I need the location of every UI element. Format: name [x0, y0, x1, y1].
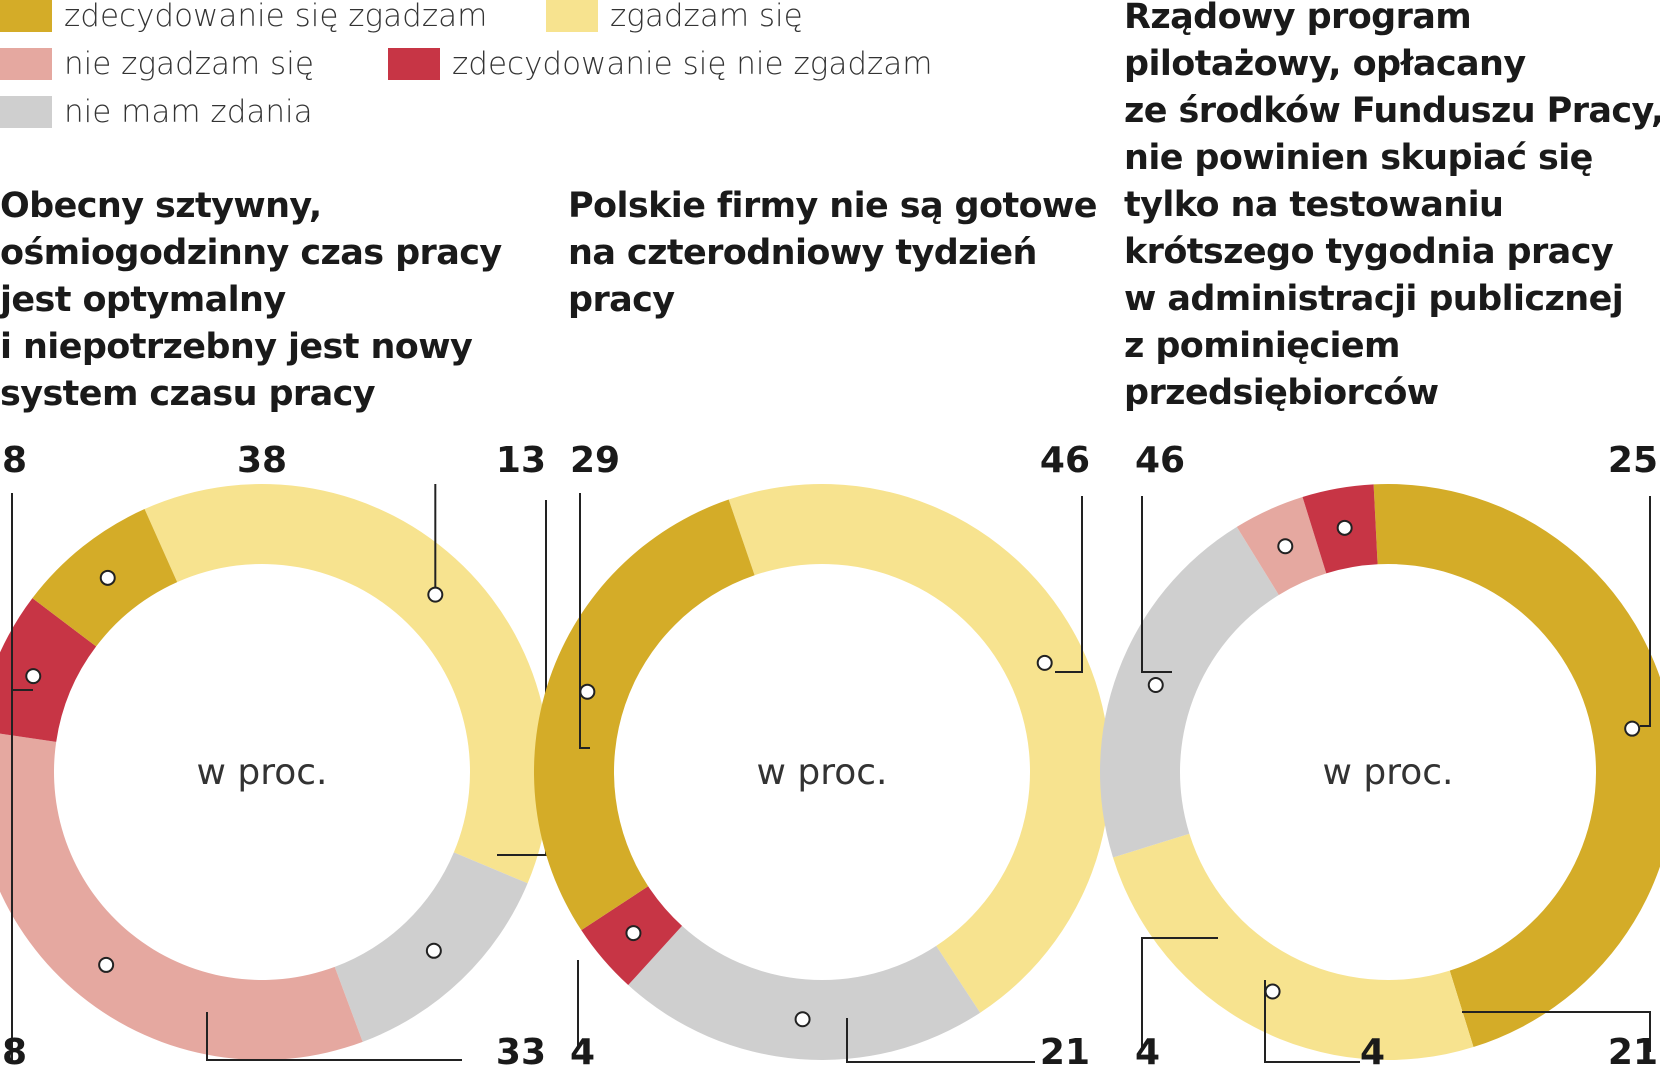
leader-marker [425, 942, 442, 959]
chart-title-line: w administracji publicznej [1124, 279, 1624, 319]
leader-line [206, 1012, 462, 1061]
value-label: 25 [1608, 440, 1658, 481]
legend-label: nie mam zdania [64, 94, 313, 130]
value-label: 33 [496, 1032, 546, 1073]
leader-marker [1264, 983, 1281, 1000]
chart-title-line: ośmiogodzinny czas pracy [0, 233, 502, 273]
leader-line [1141, 937, 1218, 1050]
chart-title-line: nie powinien skupiać się [1124, 138, 1593, 178]
leader-line [1055, 496, 1083, 673]
chart-title-line: jest optymalny [0, 280, 286, 320]
chart-title-line: tylko na testowaniu [1124, 185, 1504, 225]
leader-marker [1036, 654, 1053, 671]
donut-segment [728, 483, 1111, 1013]
leader-marker [98, 956, 115, 973]
leader-line [11, 493, 33, 691]
donut-segment [1100, 526, 1279, 858]
value-label: 21 [1608, 1032, 1658, 1073]
donut-segment [1112, 833, 1474, 1060]
leader-line [579, 493, 590, 749]
legend-label: zgadzam się [610, 0, 803, 34]
center-label: w proc. [756, 752, 887, 793]
chart-title-line: i niepotrzebny jest nowy [0, 327, 473, 367]
legend-label: nie zgadzam się [64, 46, 314, 82]
center-label: w proc. [1322, 752, 1453, 793]
leader-line [1141, 496, 1172, 673]
center-label: w proc. [196, 752, 327, 793]
donut-segment [533, 499, 755, 931]
chart-title-3: Rządowy program pilotażowy, opłacany ze … [1124, 0, 1660, 417]
leader-line [1462, 1011, 1651, 1052]
leader-marker [579, 683, 596, 700]
leader-marker [1624, 720, 1641, 737]
chart-title-line: ze środków Funduszu Pracy, [1124, 91, 1660, 131]
legend-swatch [0, 96, 52, 128]
value-label: 38 [237, 440, 287, 481]
leader-line [497, 500, 547, 856]
legend-swatch [0, 48, 52, 80]
value-label: 8 [2, 1032, 27, 1073]
leader-marker [25, 668, 42, 685]
chart-title-line: pilotażowy, opłacany [1124, 44, 1526, 84]
leader-line [1264, 980, 1360, 1063]
legend-item-no-opinion: nie mam zdania [0, 92, 313, 132]
donut-segment [628, 925, 981, 1060]
donut-segment [0, 733, 363, 1060]
donut-segment [1373, 484, 1660, 1048]
chart-title-line: system czasu pracy [0, 374, 376, 414]
leader-marker [427, 586, 444, 603]
leader-line [1640, 496, 1651, 727]
chart-title-line: z pominięciem [1124, 326, 1401, 366]
chart-title-line: Rządowy program [1124, 0, 1472, 37]
legend-swatch [0, 0, 52, 32]
legend: zdecydowanie się zgadzam zgadzam się nie… [0, 0, 1000, 140]
value-label: 13 [496, 440, 546, 481]
legend-item-strongly-disagree: zdecydowanie się nie zgadzam [388, 44, 933, 84]
legend-swatch [388, 48, 440, 80]
legend-label: zdecydowanie się zgadzam [64, 0, 488, 34]
legend-item-agree: zgadzam się [546, 0, 803, 36]
value-label: 46 [1040, 440, 1090, 481]
value-label: 21 [1040, 1032, 1090, 1073]
chart-title-1: Obecny sztywny, ośmiogodzinny czas pracy… [0, 183, 502, 418]
donut-segment [0, 598, 97, 742]
leader-marker [1336, 519, 1353, 536]
legend-label: zdecydowanie się nie zgadzam [452, 46, 933, 82]
leader-marker [794, 1011, 811, 1028]
leader-marker [625, 925, 642, 942]
chart-title-2: Polskie firmy nie są gotowe na czterodni… [568, 183, 1098, 324]
chart-title-line: Polskie firmy nie są gotowe [568, 186, 1098, 226]
leader-marker [1277, 538, 1294, 555]
leader-line [846, 1018, 1035, 1063]
chart-title-line: przedsiębiorców [1124, 373, 1439, 413]
donut-segment [144, 484, 550, 884]
chart-title-line: pracy [568, 280, 675, 320]
leader-marker [1147, 677, 1164, 694]
value-label: 46 [1135, 440, 1185, 481]
value-label: 4 [1360, 1032, 1385, 1073]
value-label: 29 [570, 440, 620, 481]
chart-title-line: Obecny sztywny, [0, 186, 322, 226]
legend-item-strongly-agree: zdecydowanie się zgadzam [0, 0, 487, 36]
value-label: 8 [2, 440, 27, 481]
value-label: 4 [570, 1032, 595, 1073]
value-label: 4 [1135, 1032, 1160, 1073]
legend-swatch [546, 0, 598, 32]
chart-title-line: na czterodniowy tydzień [568, 233, 1037, 273]
legend-item-disagree: nie zgadzam się [0, 44, 314, 84]
leader-marker [99, 569, 116, 586]
chart-title-line: krótszego tygodnia pracy [1124, 232, 1614, 272]
